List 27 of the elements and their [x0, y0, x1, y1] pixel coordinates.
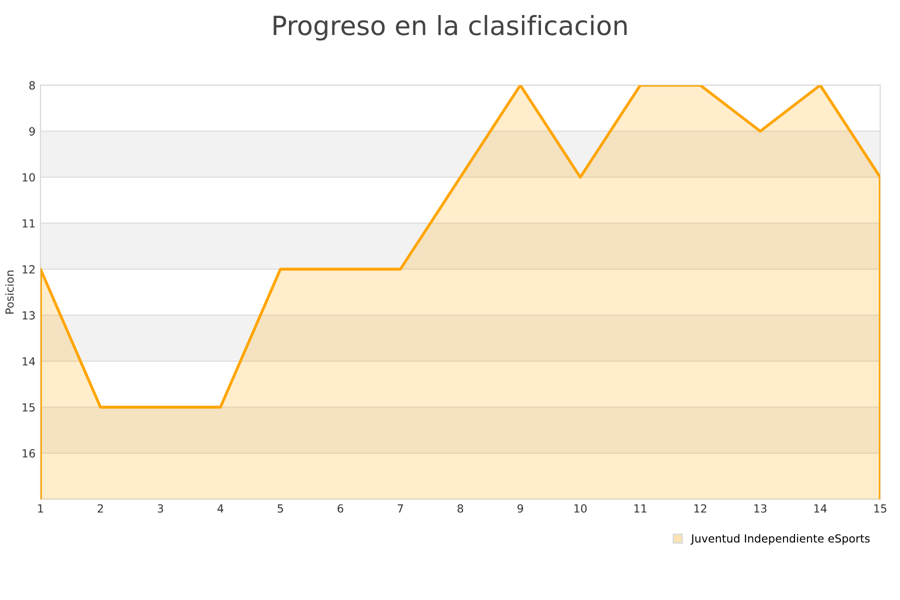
chart-title: Progreso en la clasificacion [274, 15, 627, 41]
x-tick-label: 11 [634, 504, 646, 513]
x-tick-label: 2 [98, 504, 103, 513]
x-tick-label: 4 [217, 504, 224, 513]
x-tick-label: 8 [458, 504, 464, 513]
x-tick-label: 5 [278, 504, 283, 513]
x-tick-label: 9 [517, 504, 524, 513]
y-tick-label: 16 [22, 449, 35, 458]
y-tick-label: 10 [22, 173, 35, 182]
x-tick-label: 3 [158, 504, 164, 513]
y-tick-label: 8 [29, 81, 35, 90]
legend-label: Juventud Independiente eSports [690, 534, 870, 545]
x-tick-label: 15 [874, 504, 886, 513]
x-tick-label: 1 [38, 504, 44, 513]
y-tick-label: 15 [22, 403, 35, 412]
x-tick-label: 6 [338, 504, 344, 513]
x-tick-label: 12 [694, 504, 706, 513]
y-axis-title: Posicion [5, 270, 14, 314]
x-tick-label: 10 [574, 504, 587, 513]
y-tick-label: 12 [22, 265, 35, 274]
x-tick-label: 14 [814, 504, 827, 513]
x-tick-label: 13 [754, 504, 766, 513]
y-tick-label: 13 [22, 311, 35, 320]
y-tick-label: 9 [29, 127, 35, 136]
y-tick-label: 11 [22, 219, 35, 228]
y-tick-label: 14 [22, 357, 36, 366]
x-tick-label: 7 [398, 504, 403, 513]
